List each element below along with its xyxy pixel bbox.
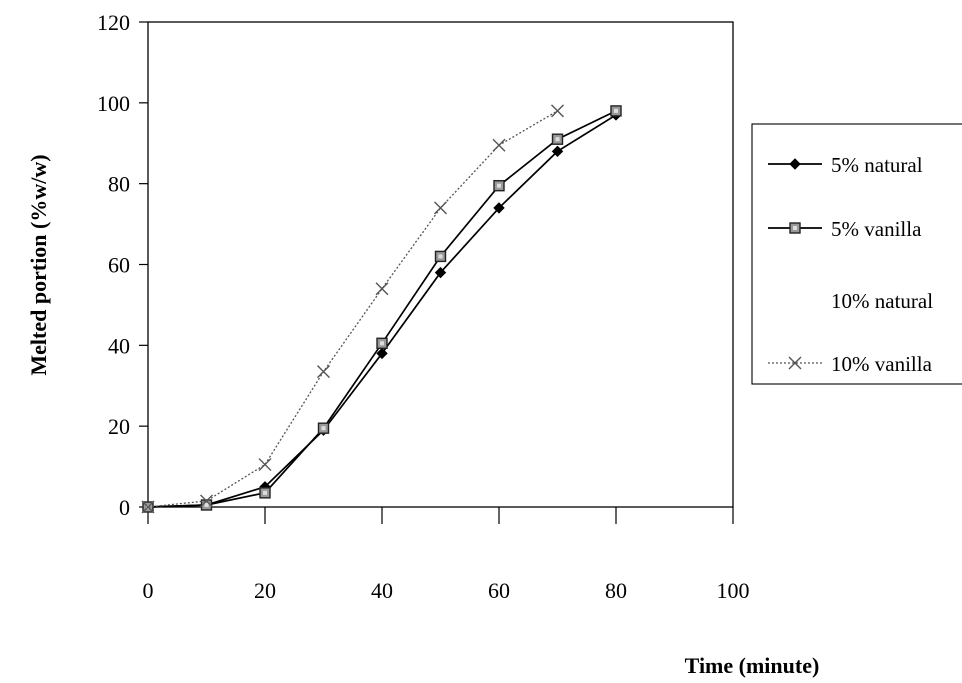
plot-area — [147, 21, 734, 508]
y-tick-label: 100 — [97, 91, 130, 116]
legend-box — [751, 123, 962, 385]
diamond-marker — [376, 347, 388, 360]
y-tick-label: 20 — [108, 414, 130, 439]
series-line — [147, 114, 617, 508]
x-tick-label: 60 — [488, 578, 510, 603]
y-axis-title: Melted portion (%w/w) — [26, 154, 51, 375]
data-point — [551, 104, 564, 118]
data-point — [258, 458, 272, 472]
data-point — [434, 250, 447, 263]
legend-item: 10% natural — [831, 289, 933, 313]
y-tick-label: 60 — [108, 253, 130, 278]
square-marker-inner — [614, 108, 618, 113]
legend-item: 10% vanilla — [768, 352, 933, 376]
series-5-vanilla — [142, 105, 622, 513]
diamond-marker — [789, 158, 801, 170]
square-marker-inner — [263, 490, 267, 495]
x-marker-stroke — [141, 500, 155, 514]
data-point — [610, 105, 622, 117]
square-marker-inner — [204, 502, 209, 507]
y-tick-label: 120 — [97, 10, 130, 35]
x-marker-stroke — [375, 282, 389, 296]
x-marker-stroke — [317, 365, 330, 379]
legend-label: 5% vanilla — [831, 217, 922, 241]
series-group — [141, 104, 622, 514]
x-tick-label: 100 — [717, 578, 750, 603]
legend-item: 5% natural — [768, 153, 923, 177]
data-point — [434, 201, 447, 215]
data-point — [493, 179, 505, 192]
diamond-marker — [493, 202, 505, 214]
legend-label: 5% natural — [831, 153, 923, 177]
series-10-vanilla — [141, 104, 564, 514]
legend-item: 5% vanilla — [768, 217, 922, 241]
square-marker-inner — [380, 341, 384, 346]
x-marker-stroke — [200, 494, 213, 508]
square-marker-inner — [497, 183, 501, 188]
x-marker-stroke — [492, 138, 506, 152]
x-tick-label: 80 — [605, 578, 627, 603]
legend: 5% natural 5% vanilla 10% natural 10% vanil… — [768, 153, 933, 376]
diamond-marker — [434, 266, 447, 279]
x-marker-stroke — [788, 356, 802, 370]
x-marker-stroke — [434, 201, 447, 215]
x-marker-stroke — [258, 458, 272, 472]
data-point — [376, 337, 388, 350]
square-marker-inner — [438, 254, 443, 259]
x-tick-label: 0 — [143, 578, 154, 603]
axes: 0 20 40 60 80 100 120 0 20 40 60 80 100 — [97, 10, 750, 603]
diamond-marker — [551, 145, 564, 158]
data-point — [551, 145, 564, 158]
data-point — [493, 202, 505, 214]
legend-label: 10% natural — [831, 289, 933, 313]
square-marker-inner — [793, 226, 797, 230]
square-marker-inner — [555, 137, 560, 142]
data-point — [551, 133, 564, 145]
data-point — [141, 500, 155, 514]
series-line — [147, 110, 617, 508]
y-tick-label: 80 — [108, 172, 130, 197]
x-tick-label: 20 — [254, 578, 276, 603]
x-marker-stroke — [551, 104, 564, 118]
data-point — [317, 422, 330, 434]
x-axis-title: Time (minute) — [685, 653, 820, 678]
square-marker-inner — [321, 426, 326, 431]
data-point — [317, 365, 330, 379]
legend-label: 10% vanilla — [831, 352, 933, 376]
y-tick-label: 40 — [108, 333, 130, 358]
data-point — [375, 282, 389, 296]
series-5-natural — [142, 109, 622, 513]
data-point — [434, 266, 447, 279]
x-tick-label: 40 — [371, 578, 393, 603]
series-line — [147, 110, 558, 508]
data-point — [492, 138, 506, 152]
data-point — [200, 494, 213, 508]
data-point — [376, 347, 388, 360]
data-point — [259, 487, 271, 499]
y-tick-label: 0 — [119, 495, 130, 520]
